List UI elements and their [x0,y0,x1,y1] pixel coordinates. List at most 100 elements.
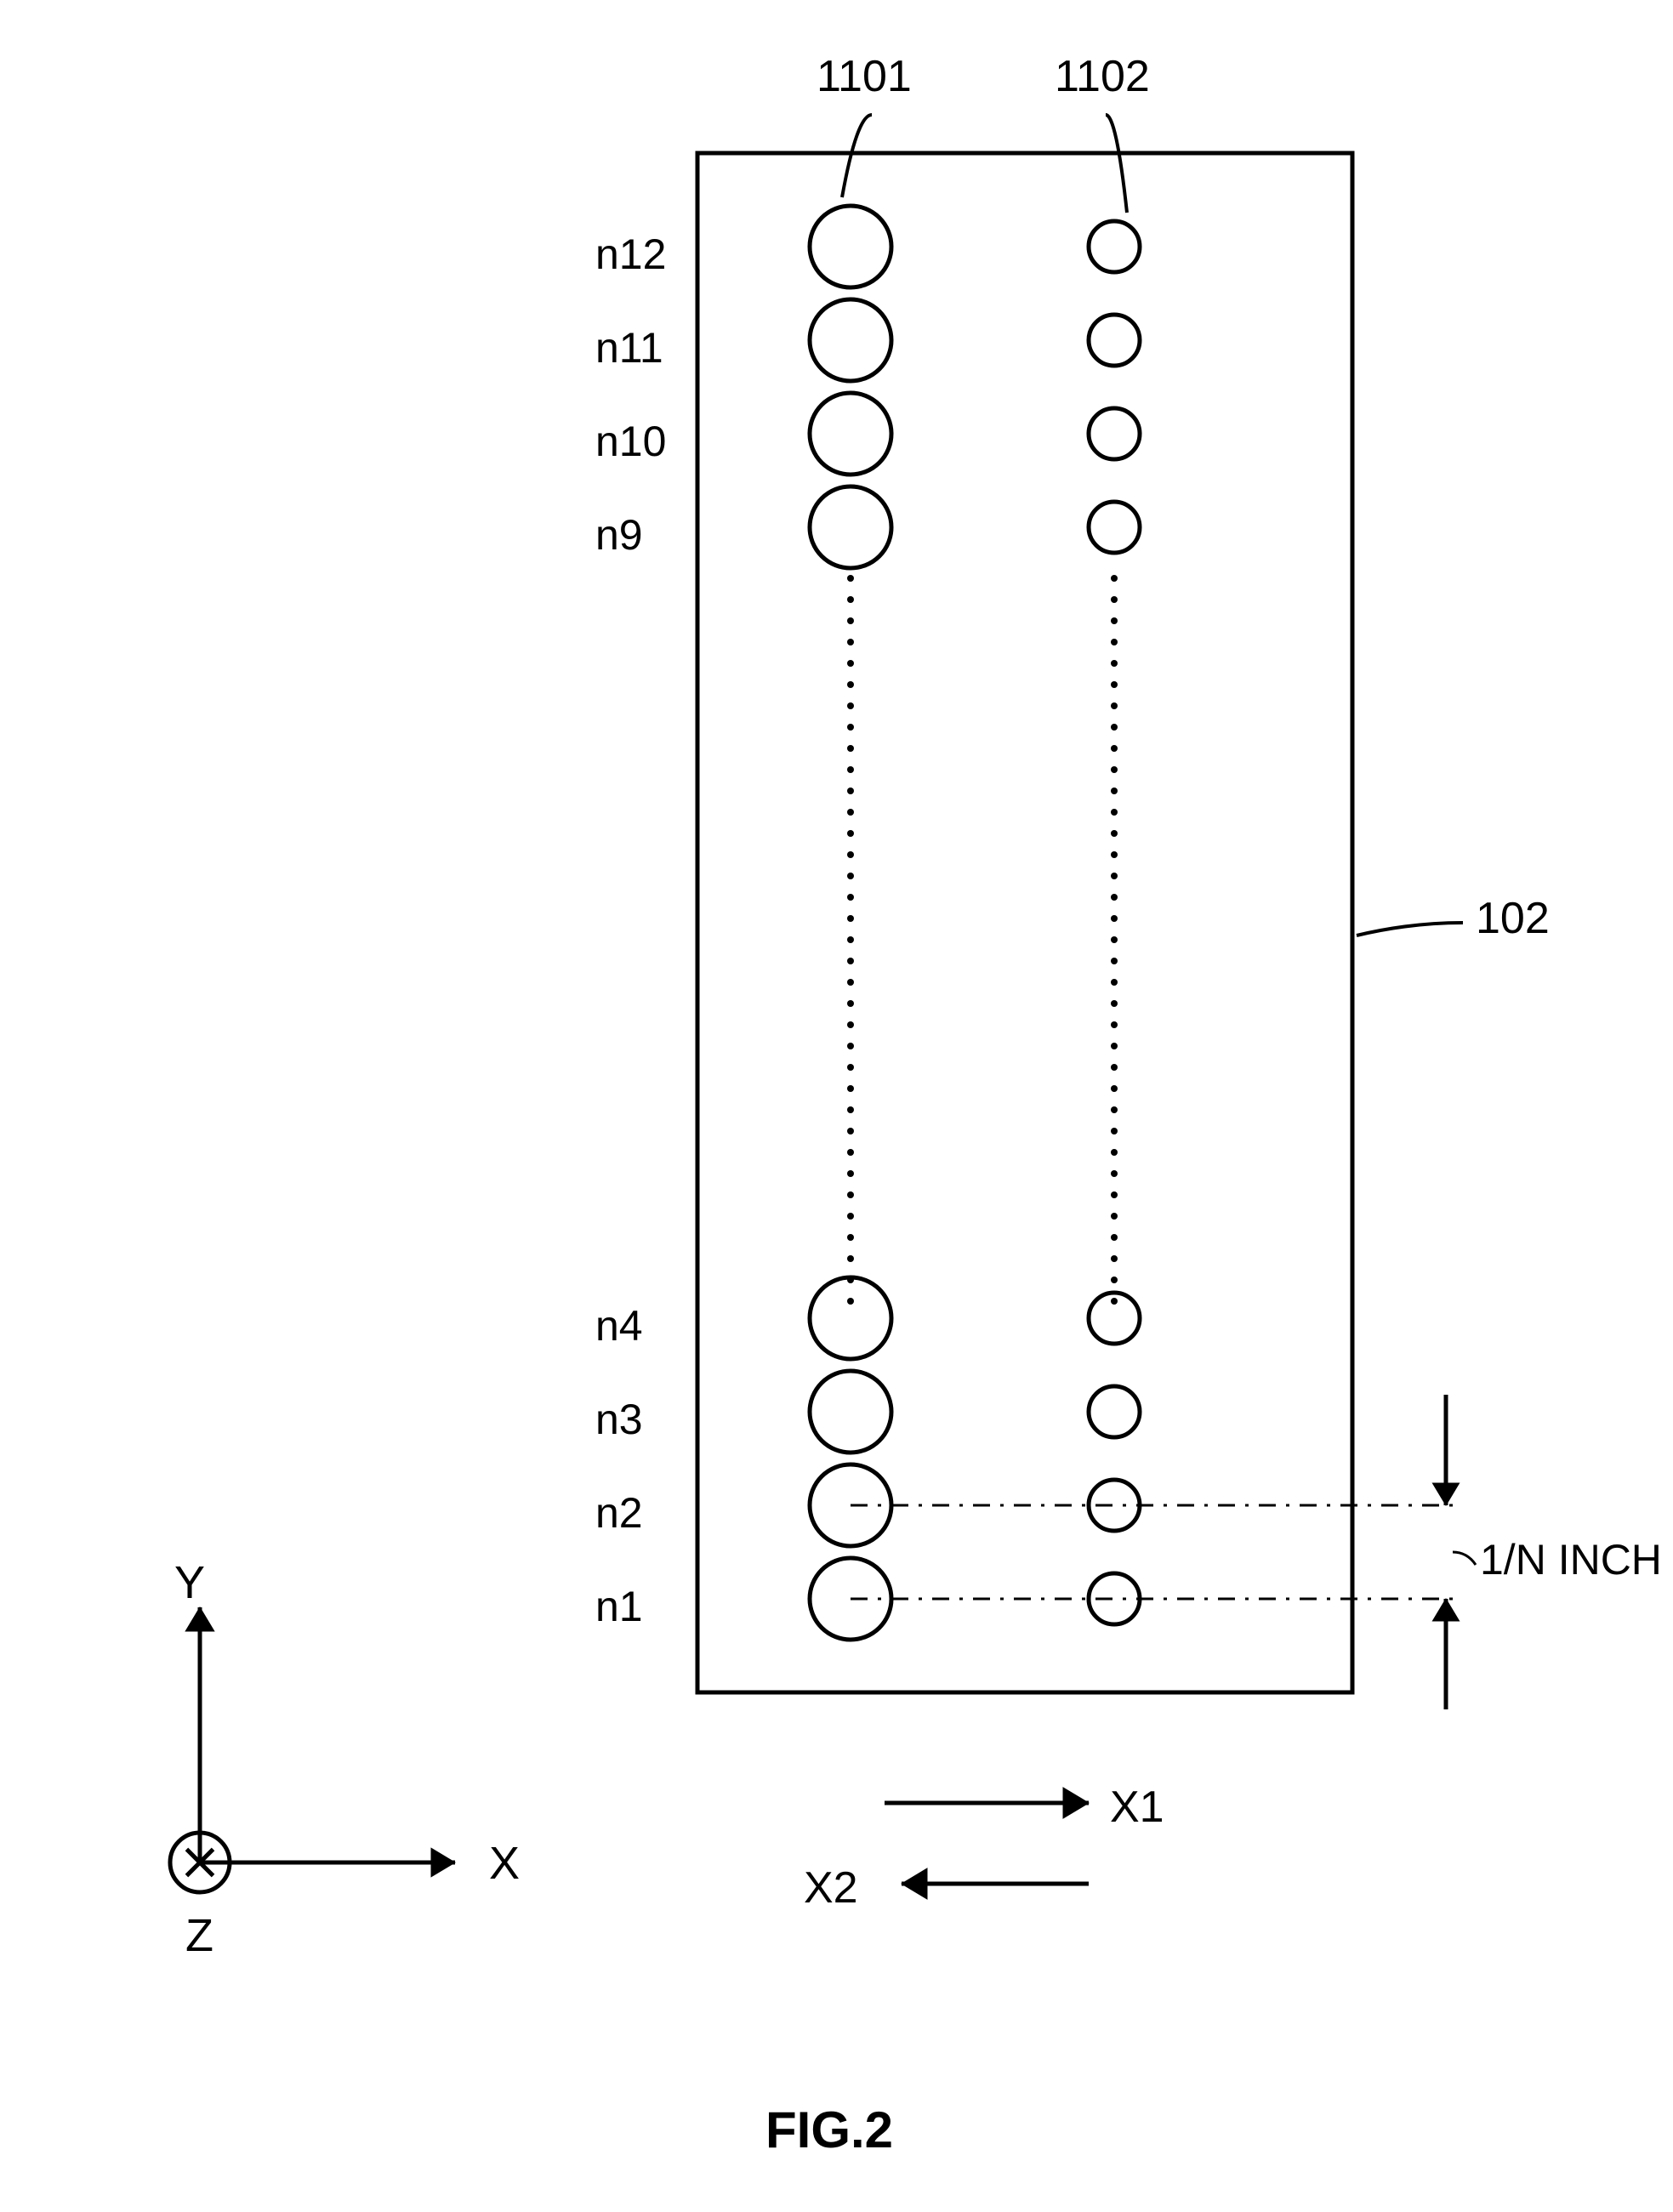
ellipsis-dot [1111,958,1118,964]
ellipsis-dot [847,958,854,964]
ellipsis-dot [847,788,854,794]
ellipsis-dot [1111,1149,1118,1156]
ellipsis-dot [847,1149,854,1156]
ellipsis-dot [1111,1213,1118,1220]
row-label-n3: n3 [595,1395,643,1444]
ellipsis-dot [847,660,854,667]
ellipsis-dot [847,1085,854,1092]
ellipsis-dot [1111,1106,1118,1113]
leader-line [842,115,872,197]
dir-label-x1: X1 [1110,1782,1164,1833]
ellipsis-dot [847,1191,854,1198]
large-nozzle [810,299,891,381]
ellipsis-dot [1111,809,1118,816]
ellipsis-dot [847,1234,854,1241]
ellipsis-dot [1111,830,1118,837]
ellipsis-dot [847,745,854,752]
ellipsis-dot [847,724,854,731]
ellipsis-dot [847,1277,854,1283]
small-nozzle [1089,502,1140,553]
ellipsis-dot [1111,979,1118,986]
ellipsis-dot [1111,1298,1118,1305]
figure-label: FIG.2 [765,2101,893,2159]
ellipsis-dot [847,1000,854,1007]
ellipsis-dot [847,1021,854,1028]
ellipsis-dot [1111,936,1118,943]
ellipsis-dot [847,915,854,922]
ellipsis-dot [1111,702,1118,709]
ellipsis-dot [847,1213,854,1220]
ellipsis-dot [1111,851,1118,858]
ellipsis-dot [1111,1043,1118,1049]
ellipsis-dot [1111,1277,1118,1283]
ellipsis-dot [1111,724,1118,731]
ellipsis-dot [1111,575,1118,582]
row-label-n2: n2 [595,1488,643,1538]
ellipsis-dot [1111,1064,1118,1071]
ellipsis-dot [847,809,854,816]
ellipsis-dot [847,936,854,943]
small-nozzle [1089,1386,1140,1437]
leader-line [1106,115,1127,213]
ellipsis-dot [847,702,854,709]
ellipsis-dot [1111,1128,1118,1134]
ellipsis-dot [1111,1085,1118,1092]
ellipsis-dot [1111,660,1118,667]
ellipsis-dot [847,617,854,624]
ellipsis-dot [1111,745,1118,752]
small-nozzle [1089,221,1140,272]
ellipsis-dot [847,1106,854,1113]
ellipsis-dot [847,1064,854,1071]
ellipsis-dot [847,1170,854,1177]
large-nozzle [810,1277,891,1359]
axis-label-y: Y [174,1556,205,1609]
large-nozzle [810,1371,891,1453]
large-nozzle [810,393,891,475]
ellipsis-dot [1111,1170,1118,1177]
ellipsis-dot [847,596,854,603]
leader-line [1357,923,1463,935]
row-label-n1: n1 [595,1582,643,1631]
ellipsis-dot [1111,639,1118,645]
ellipsis-dot [1111,766,1118,773]
ellipsis-dot [1111,788,1118,794]
ellipsis-dot [1111,681,1118,688]
axis-label-z: Z [185,1909,213,1962]
small-nozzle [1089,408,1140,459]
ellipsis-dot [847,1255,854,1262]
ellipsis-dot [847,830,854,837]
ellipsis-dot [847,1128,854,1134]
ellipsis-dot [847,1043,854,1049]
ellipsis-dot [1111,915,1118,922]
callout-102: 102 [1476,893,1550,944]
ellipsis-dot [1111,873,1118,879]
row-label-n4: n4 [595,1301,643,1351]
dim-leader [1453,1552,1476,1565]
dir-label-x2: X2 [804,1862,858,1913]
large-nozzle [810,206,891,287]
ellipsis-dot [1111,1000,1118,1007]
small-nozzle [1089,315,1140,366]
ellipsis-dot [847,979,854,986]
print-head-outline [697,153,1352,1692]
ellipsis-dot [1111,617,1118,624]
ellipsis-dot [1111,596,1118,603]
row-label-n9: n9 [595,510,643,560]
dim-label: 1/N INCH [1480,1535,1662,1584]
ellipsis-dot [847,894,854,901]
ellipsis-dot [1111,894,1118,901]
ellipsis-dot [847,1298,854,1305]
ellipsis-dot [1111,1234,1118,1241]
callout-1102: 1102 [1055,51,1150,102]
ellipsis-dot [847,639,854,645]
row-label-n10: n10 [595,417,666,466]
ellipsis-dot [847,873,854,879]
ellipsis-dot [847,681,854,688]
large-nozzle [810,486,891,568]
ellipsis-dot [1111,1021,1118,1028]
callout-1101: 1101 [817,51,912,102]
ellipsis-dot [847,851,854,858]
row-label-n11: n11 [595,323,663,372]
ellipsis-dot [1111,1191,1118,1198]
row-label-n12: n12 [595,230,666,279]
